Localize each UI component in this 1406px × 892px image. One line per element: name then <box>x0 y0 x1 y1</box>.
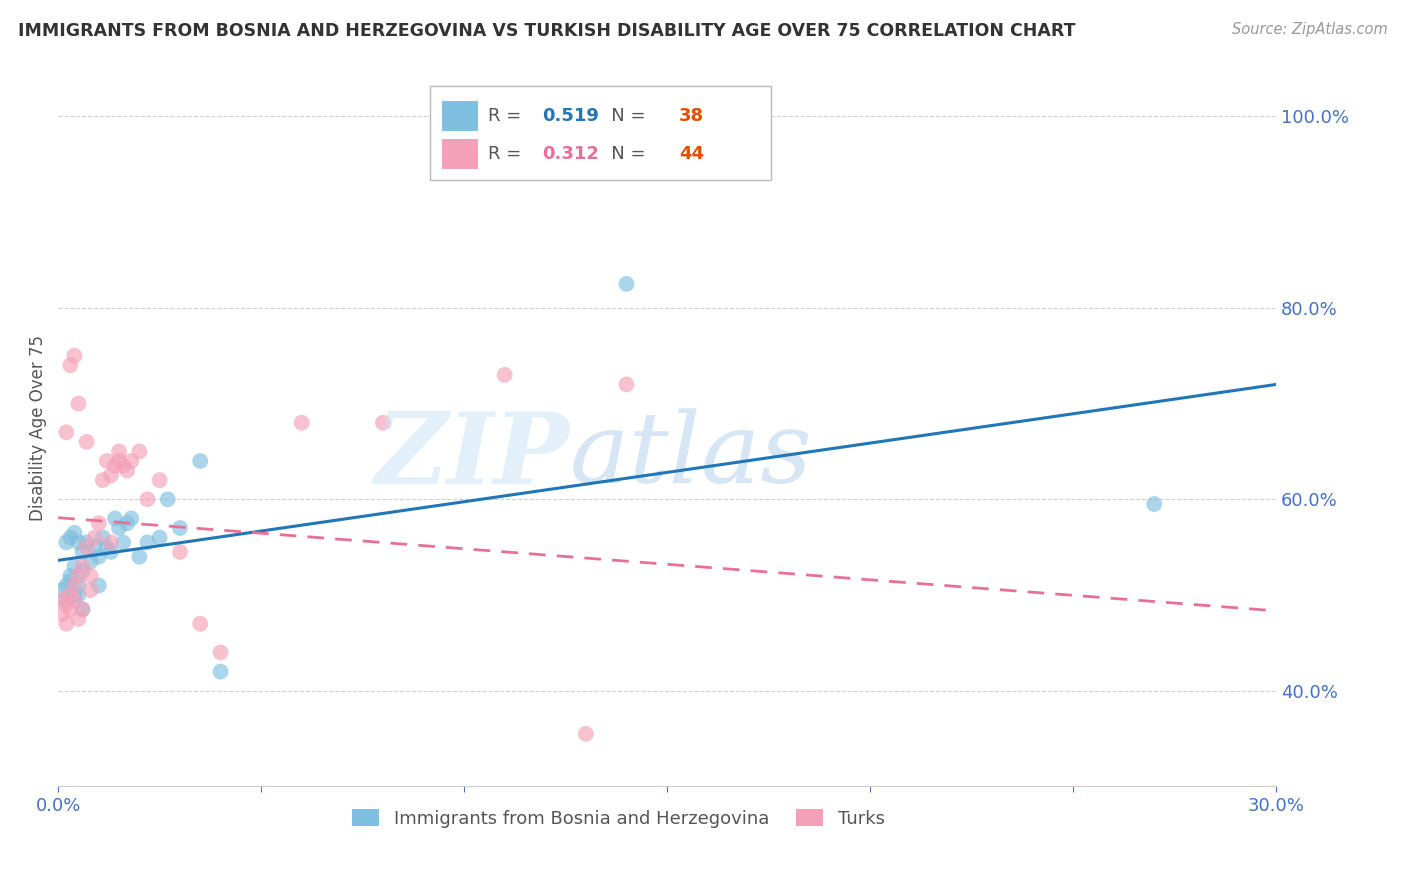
Point <box>67 612 90 626</box>
Point <box>115 464 138 478</box>
Point <box>63 349 86 363</box>
Point <box>51 607 73 622</box>
Point <box>115 516 138 531</box>
Text: IMMIGRANTS FROM BOSNIA AND HERZEGOVINA VS TURKISH DISABILITY AGE OVER 75 CORRELA: IMMIGRANTS FROM BOSNIA AND HERZEGOVINA V… <box>18 22 1076 40</box>
Point <box>112 458 135 473</box>
Point <box>156 492 179 507</box>
Point <box>67 578 90 592</box>
Point <box>51 583 73 598</box>
Point <box>209 665 232 679</box>
Point <box>67 569 90 583</box>
Point <box>655 804 678 818</box>
Point <box>108 444 131 458</box>
Point <box>79 569 101 583</box>
Point <box>128 549 150 564</box>
FancyBboxPatch shape <box>441 139 478 169</box>
Text: 38: 38 <box>679 107 704 125</box>
Point <box>128 444 150 458</box>
Point <box>120 454 142 468</box>
Point <box>59 359 82 373</box>
Point <box>104 458 127 473</box>
Text: ZIP: ZIP <box>374 408 569 505</box>
Point <box>55 598 77 612</box>
Point <box>108 521 131 535</box>
Point <box>91 473 114 487</box>
Point <box>120 511 142 525</box>
Point <box>188 454 211 468</box>
Point <box>59 531 82 545</box>
Text: N =: N = <box>593 145 651 163</box>
Point <box>100 468 122 483</box>
Point <box>76 535 98 549</box>
Point <box>51 592 73 607</box>
Point <box>72 564 94 578</box>
Point <box>76 540 98 554</box>
FancyBboxPatch shape <box>430 87 770 180</box>
Point <box>1143 497 1166 511</box>
Text: 0.312: 0.312 <box>541 145 599 163</box>
Point <box>96 454 118 468</box>
Point <box>104 511 127 525</box>
Point <box>63 578 86 592</box>
Point <box>59 588 82 602</box>
Point <box>96 540 118 554</box>
Text: atlas: atlas <box>569 409 813 504</box>
Point <box>188 616 211 631</box>
Point <box>76 434 98 449</box>
Point <box>83 531 105 545</box>
Point <box>87 549 110 564</box>
Point <box>136 492 159 507</box>
Point <box>55 616 77 631</box>
Point <box>67 396 90 410</box>
Point <box>63 588 86 602</box>
Point <box>59 574 82 588</box>
Point <box>575 727 598 741</box>
Point <box>63 525 86 540</box>
Point <box>59 569 82 583</box>
Point <box>291 416 314 430</box>
Point <box>616 277 638 291</box>
Point <box>79 583 101 598</box>
Point <box>87 516 110 531</box>
Point <box>67 588 90 602</box>
Point <box>136 535 159 549</box>
Point <box>83 540 105 554</box>
Text: N =: N = <box>593 107 651 125</box>
Point <box>209 645 232 659</box>
Point <box>79 555 101 569</box>
Point <box>63 592 86 607</box>
Text: 44: 44 <box>679 145 704 163</box>
Point <box>55 578 77 592</box>
Point <box>55 535 77 549</box>
Point <box>149 473 172 487</box>
Point <box>72 545 94 559</box>
Point <box>100 545 122 559</box>
Point <box>63 559 86 574</box>
Point <box>67 535 90 549</box>
Point <box>91 531 114 545</box>
Point <box>494 368 516 382</box>
Legend: Immigrants from Bosnia and Herzegovina, Turks: Immigrants from Bosnia and Herzegovina, … <box>344 802 891 835</box>
Text: R =: R = <box>488 145 527 163</box>
Point <box>100 535 122 549</box>
Point <box>169 545 191 559</box>
Point <box>72 559 94 574</box>
Text: Source: ZipAtlas.com: Source: ZipAtlas.com <box>1232 22 1388 37</box>
Point <box>55 592 77 607</box>
Point <box>87 578 110 592</box>
Point <box>371 416 394 430</box>
Text: 0.519: 0.519 <box>541 107 599 125</box>
Point <box>112 535 135 549</box>
Point <box>149 531 172 545</box>
Point <box>616 377 638 392</box>
Point <box>72 602 94 616</box>
Y-axis label: Disability Age Over 75: Disability Age Over 75 <box>30 334 46 521</box>
Point <box>72 602 94 616</box>
Point <box>55 425 77 440</box>
Point <box>108 454 131 468</box>
Text: R =: R = <box>488 107 527 125</box>
Point <box>59 602 82 616</box>
FancyBboxPatch shape <box>441 101 478 131</box>
Point <box>169 521 191 535</box>
